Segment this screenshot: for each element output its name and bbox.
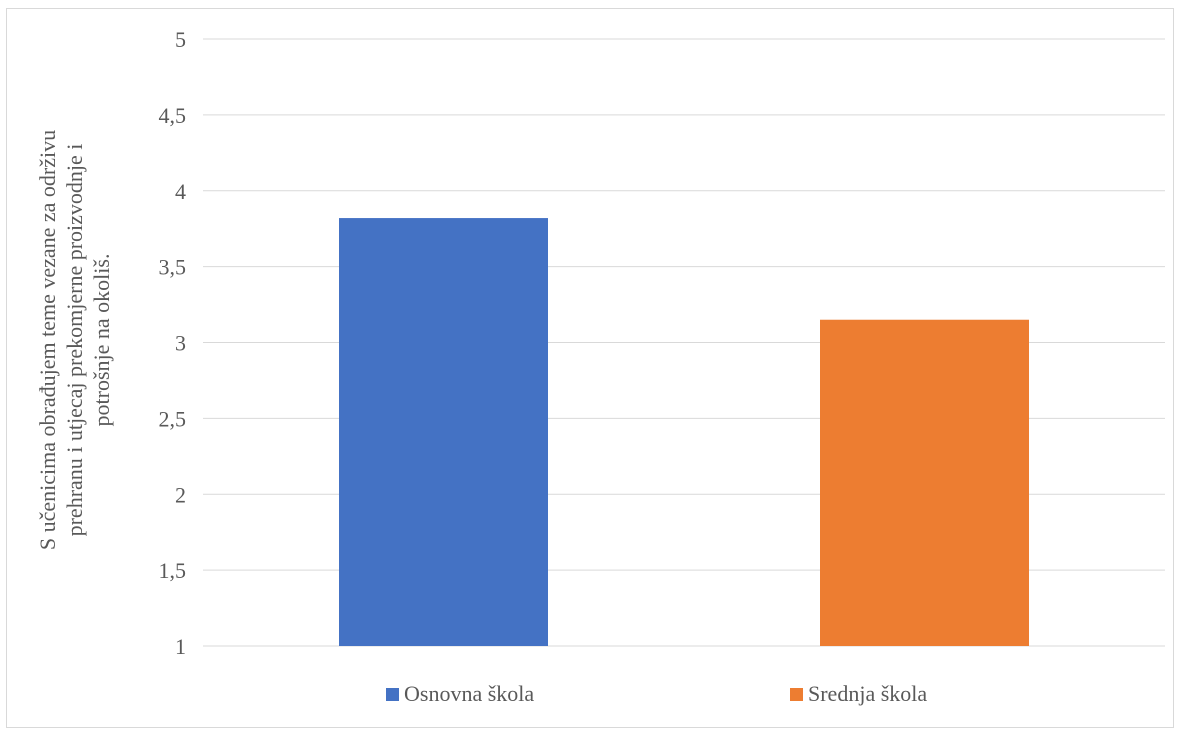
legend-label-srednja-skola: Srednja škola bbox=[808, 681, 928, 706]
y-axis-title: S učenicima obrađujem teme vezane za odr… bbox=[35, 130, 114, 550]
y-axis-title-line: potrošnje na okoliš. bbox=[89, 254, 114, 427]
y-axis-title-line: S učenicima obrađujem teme vezane za odr… bbox=[35, 130, 60, 550]
legend: Osnovna škola Srednja škola bbox=[0, 680, 1180, 708]
bar-srednja-skola bbox=[820, 319, 1029, 646]
y-tick-label: 1 bbox=[175, 634, 186, 659]
y-tick-label: 5 bbox=[175, 27, 186, 52]
y-tick-label: 4 bbox=[175, 179, 186, 204]
y-axis-title-line: prehranu i utjecaj prekomjerne proizvodn… bbox=[62, 144, 87, 537]
y-tick-label: 2,5 bbox=[159, 406, 187, 431]
y-axis-tick-labels: 1 1,5 2 2,5 3 3,5 4 4,5 5 bbox=[159, 27, 187, 659]
y-tick-label: 2 bbox=[175, 482, 186, 507]
legend-label-osnovna-skola: Osnovna škola bbox=[404, 681, 535, 706]
y-tick-label: 3 bbox=[175, 331, 186, 356]
y-tick-label: 1,5 bbox=[159, 558, 187, 583]
y-tick-label: 3,5 bbox=[159, 255, 187, 280]
bar-osnovna-skola bbox=[339, 218, 548, 646]
bars bbox=[339, 218, 1029, 646]
legend-swatch-osnovna-skola bbox=[386, 687, 399, 701]
y-tick-label: 4,5 bbox=[159, 103, 187, 128]
legend-swatch-srednja-skola bbox=[790, 687, 803, 701]
legend-item-osnovna-skola: Osnovna škola bbox=[386, 680, 534, 708]
legend-item-srednja-skola: Srednja škola bbox=[790, 680, 927, 708]
